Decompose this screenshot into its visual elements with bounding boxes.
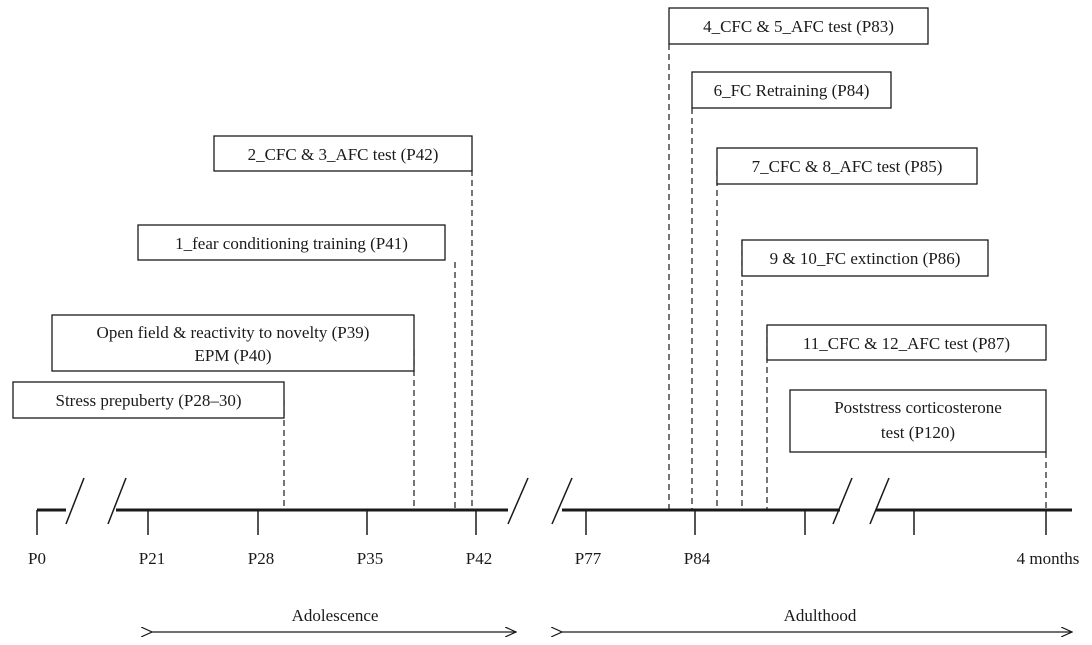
axis-break-mark	[507, 477, 529, 525]
axis-break-mark	[65, 477, 85, 525]
event-label: Poststress corticosterone	[834, 398, 1002, 417]
axis-break-mark	[832, 477, 853, 525]
event-label: 9 & 10_FC extinction (P86)	[770, 249, 961, 268]
event-label: Open field & reactivity to novelty (P39)	[97, 323, 370, 342]
event-box-open-field-epm: Open field & reactivity to novelty (P39)…	[51, 314, 415, 372]
axis-breaks	[65, 477, 890, 525]
event-label: 11_CFC & 12_AFC test (P87)	[803, 334, 1010, 353]
event-box-p87-test: 11_CFC & 12_AFC test (P87)	[766, 324, 1047, 361]
event-label: EPM (P40)	[195, 346, 272, 365]
tick-label-p0: P0	[28, 549, 46, 568]
event-box-p83-test: 4_CFC & 5_AFC test (P83)	[668, 7, 929, 45]
tick-label-p42: P42	[466, 549, 492, 568]
event-box-corticosterone-test: Poststress corticosterone test (P120)	[789, 389, 1047, 453]
axis-break-mark	[869, 477, 890, 525]
period-adulthood: Adulthood	[562, 606, 1072, 632]
event-label: 4_CFC & 5_AFC test (P83)	[703, 17, 894, 36]
event-label: 7_CFC & 8_AFC test (P85)	[752, 157, 943, 176]
period-label-adolescence: Adolescence	[292, 606, 379, 625]
event-box-p42-test: 2_CFC & 3_AFC test (P42)	[213, 135, 473, 172]
tick-label-p35: P35	[357, 549, 383, 568]
event-label: Stress prepuberty (P28–30)	[55, 391, 241, 410]
event-connectors	[283, 44, 1047, 510]
event-box-fear-conditioning-training: 1_fear conditioning training (P41)	[137, 224, 446, 261]
event-label: 6_FC Retraining (P84)	[714, 81, 870, 100]
period-label-adulthood: Adulthood	[784, 606, 857, 625]
tick-label-p21: P21	[139, 549, 165, 568]
axis-ticks	[36, 510, 1047, 535]
tick-label-p77: P77	[575, 549, 602, 568]
period-adolescence: Adolescence	[152, 606, 516, 632]
axis-tick-labels: P0 P21 P28 P35 P42 P77 P84 4 months	[28, 549, 1079, 568]
event-box-p85-test: 7_CFC & 8_AFC test (P85)	[716, 147, 978, 185]
tick-label-p84: P84	[684, 549, 711, 568]
axis-break-mark	[107, 477, 127, 525]
event-label: 2_CFC & 3_AFC test (P42)	[248, 145, 439, 164]
tick-label-4-months: 4 months	[1017, 549, 1080, 568]
axis-break-mark	[551, 477, 573, 525]
event-box-fc-extinction: 9 & 10_FC extinction (P86)	[741, 239, 989, 277]
event-label: test (P120)	[881, 423, 955, 442]
event-box-stress-prepuberty: Stress prepuberty (P28–30)	[12, 381, 285, 419]
tick-label-p28: P28	[248, 549, 274, 568]
event-label: 1_fear conditioning training (P41)	[175, 234, 408, 253]
event-box-fc-retraining: 6_FC Retraining (P84)	[691, 71, 892, 109]
